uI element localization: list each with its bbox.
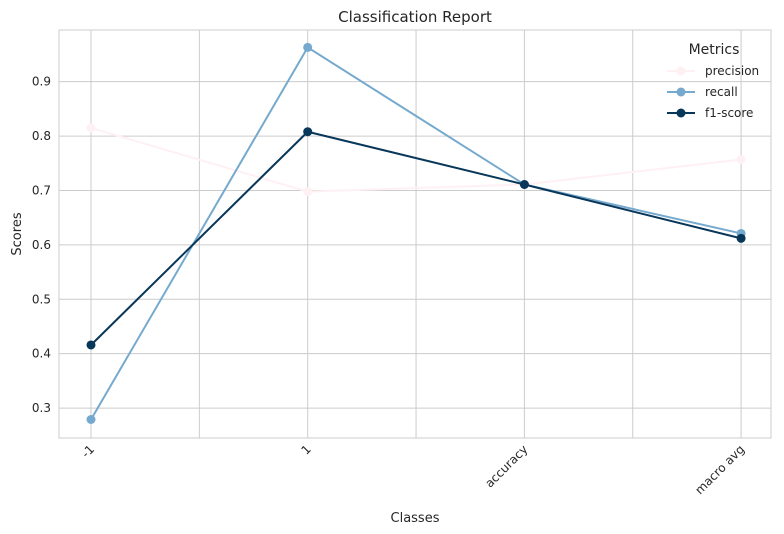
series-line — [90, 126, 742, 193]
y-tick-label: 0.3 — [32, 401, 51, 415]
grid — [59, 30, 771, 438]
data-point — [86, 340, 96, 350]
y-tick-label: 0.6 — [32, 238, 51, 252]
series-line — [90, 130, 742, 346]
series-layer — [86, 42, 746, 425]
legend-label: precision — [705, 64, 759, 78]
legend-label: f1-score — [705, 106, 753, 120]
data-point — [303, 127, 313, 137]
x-tick-label: macro avg — [692, 442, 747, 497]
x-axis-label: Classes — [391, 511, 440, 526]
data-point — [303, 42, 313, 52]
legend: Metrics precision recall f1-score — [667, 42, 759, 120]
y-tick-label: 0.4 — [32, 347, 51, 361]
data-point — [303, 187, 313, 197]
y-axis-ticks: 0.3 0.4 0.5 0.6 0.7 0.8 0.9 — [32, 75, 51, 415]
legend-item-f1-score: f1-score — [667, 106, 753, 120]
legend-marker — [676, 87, 686, 97]
series-precision — [86, 123, 746, 197]
y-tick-label: 0.7 — [32, 183, 51, 197]
y-tick-label: 0.9 — [32, 75, 51, 89]
y-axis-label: Scores — [10, 212, 25, 255]
series-f1-score — [86, 127, 746, 350]
data-point — [736, 154, 746, 164]
legend-item-precision: precision — [667, 64, 759, 78]
x-tick-label: accuracy — [482, 442, 530, 490]
data-point — [736, 233, 746, 243]
series-line — [90, 46, 742, 421]
x-axis-ticks: -1 1 accuracy macro avg — [79, 442, 747, 497]
chart-title: Classification Report — [338, 8, 492, 26]
data-point — [519, 179, 529, 189]
legend-title: Metrics — [689, 42, 740, 58]
y-tick-label: 0.5 — [32, 292, 51, 306]
legend-item-recall: recall — [667, 85, 738, 99]
data-point — [86, 123, 96, 133]
x-tick-label: -1 — [79, 442, 97, 460]
legend-label: recall — [705, 85, 738, 99]
y-tick-label: 0.8 — [32, 129, 51, 143]
x-tick-label: 1 — [299, 442, 314, 457]
plot-frame — [58, 29, 772, 439]
legend-marker — [676, 108, 686, 118]
data-point — [86, 415, 96, 425]
legend-marker — [676, 66, 686, 76]
